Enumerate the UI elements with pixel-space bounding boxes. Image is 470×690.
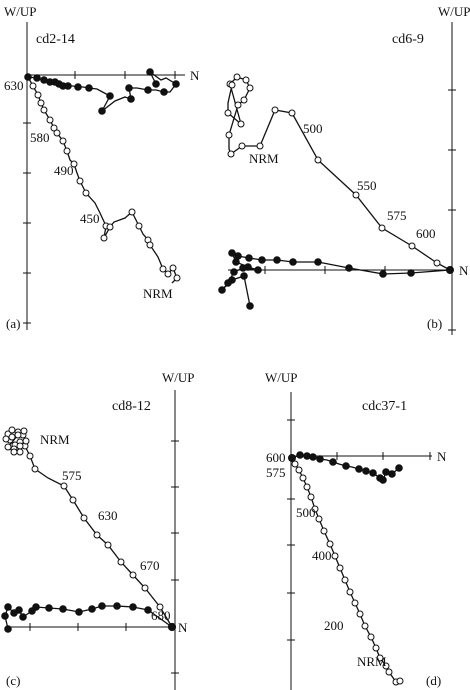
panel-b-step-label-1: 500 [303,121,323,136]
panel-d-n-axis-label: N [437,449,447,464]
panel-c-open-points [2,426,164,611]
panel-b-up-axis-label: W/UP [438,4,470,19]
panel-b-step-label-4: 575 [387,208,407,223]
panel-a-step-label-3: 490 [54,163,74,178]
panel-b-ticks [264,89,456,331]
panel-c-step-label-2: 575 [62,468,82,483]
panel-d-open-points [291,460,404,686]
panel-d: W/UP N cdc37-1 (d) [265,370,447,690]
panel-c-filled-points [1,602,177,633]
panel-d-step-label-2: 575 [266,465,286,480]
panel-c-step-label-5: 680 [151,608,171,623]
panel-b-open-points [224,73,441,267]
panel-a-panel-label: (a) [6,316,20,331]
panel-b-vertical-projection [227,76,451,271]
panel-c-step-label-3: 630 [98,508,118,523]
panel-a-step-label-4: 450 [80,211,100,226]
panel-c-step-label-1: NRM [40,432,70,447]
panel-d-filled-points [288,451,403,484]
panel-a-up-axis-label: W/UP [4,4,37,19]
panel-d-step-label-1: 600 [266,450,286,465]
panel-b-step-label-3: 550 [357,178,377,193]
panel-b-filled-points [218,249,454,310]
panel-a-horizontal-projection [27,71,177,112]
panel-c-panel-label: (c) [6,673,20,688]
panel-c-vertical-projection [7,429,173,628]
panel-c-n-axis-label: N [178,620,188,635]
panel-b-step-label-2: NRM [249,151,279,166]
panel-d-specimen: cdc37-1 [362,399,407,414]
panel-b-step-label-5: 600 [416,226,436,241]
panel-b: W/UP N cd6-9 (b) [218,4,470,335]
panel-d-step-label-6: NRM [357,654,387,669]
panel-d-vertical-projection [291,457,401,683]
panel-d-up-axis-label: W/UP [265,370,298,385]
panel-b-n-axis-label: N [459,263,469,278]
panel-c-specimen: cd8-12 [112,399,151,414]
panel-d-step-label-3: 500 [296,505,316,520]
panel-a: W/UP N cd2-14 (a) [4,4,200,331]
panel-d-step-label-4: 400 [312,548,332,563]
panel-a-ticks [23,71,176,324]
panel-b-specimen: cd6-9 [392,32,424,47]
panel-a-specimen: cd2-14 [36,32,75,47]
panel-c-step-label-4: 670 [140,558,160,573]
panel-d-ticks [287,419,431,641]
panel-c-up-axis-label: W/UP [162,370,195,385]
panel-b-horizontal-projection [221,251,451,307]
panel-a-n-axis-label: N [190,68,200,83]
panel-a-open-points [24,73,181,282]
panel-a-step-label-5: NRM [143,286,173,301]
panel-c: W/UP N cd8-12 (c) [1,370,195,690]
panel-d-step-label-5: 200 [324,618,344,633]
panel-c-ticks [29,440,179,674]
panel-a-step-label-2: 580 [30,130,50,145]
panel-a-step-label-1: 630 [4,78,24,93]
panel-a-filled-points [24,68,180,115]
panel-d-panel-label: (d) [426,673,441,688]
panel-b-panel-label: (b) [427,316,442,331]
